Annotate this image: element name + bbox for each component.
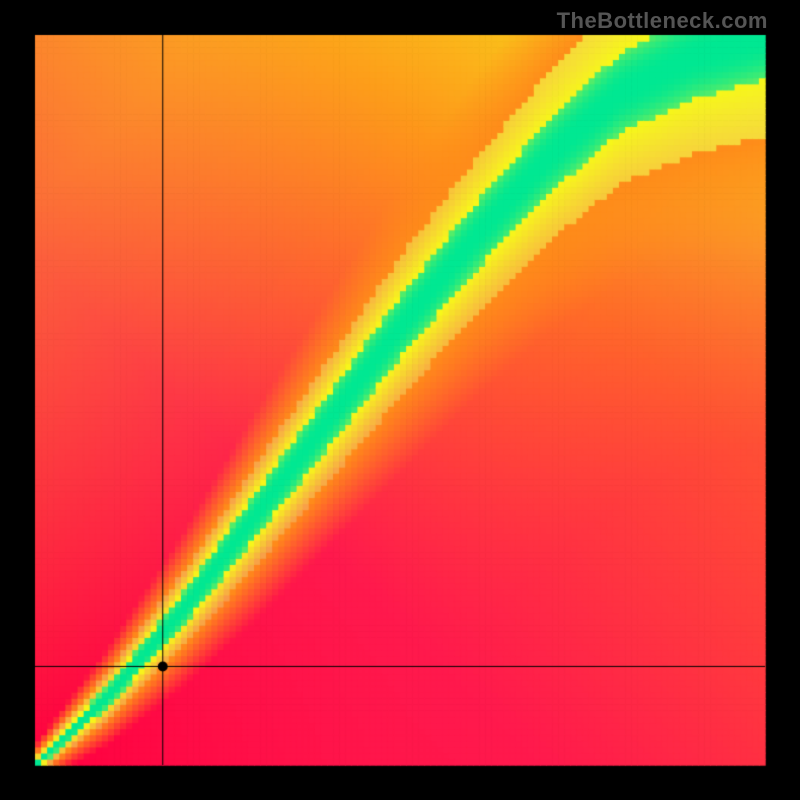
watermark-label: TheBottleneck.com	[557, 8, 768, 34]
bottleneck-heatmap-canvas	[0, 0, 800, 800]
chart-stage: TheBottleneck.com	[0, 0, 800, 800]
